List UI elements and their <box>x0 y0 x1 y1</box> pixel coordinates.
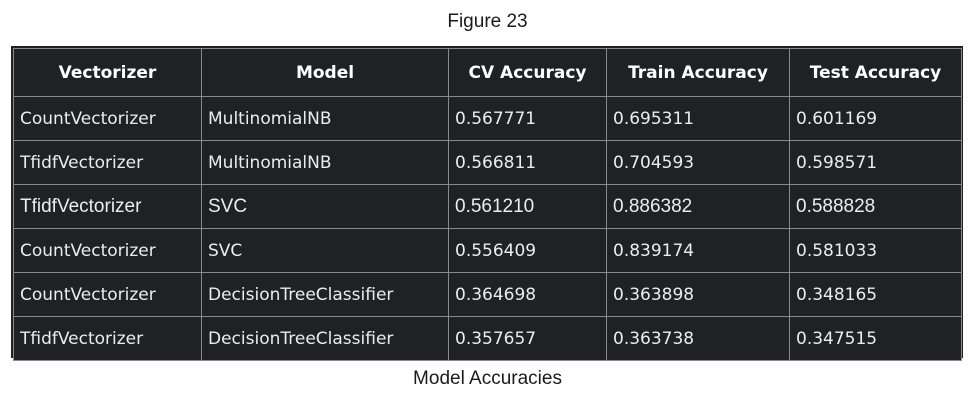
cell-cv-accuracy: 0.561210 <box>448 184 607 229</box>
cell-test-accuracy: 0.598571 <box>789 140 962 185</box>
cell-train-accuracy: 0.886382 <box>606 184 790 229</box>
cell-test-accuracy: 0.601169 <box>789 96 962 141</box>
cell-train-accuracy: 0.363898 <box>606 272 790 317</box>
cell-test-accuracy: 0.347515 <box>789 316 962 361</box>
cell-model: DecisionTreeClassifier <box>201 272 449 317</box>
table-row: TfidfVectorizer DecisionTreeClassifier 0… <box>13 316 962 361</box>
column-header-test-accuracy: Test Accuracy <box>789 48 962 97</box>
cell-model: MultinomialNB <box>201 96 449 141</box>
cell-vectorizer: CountVectorizer <box>13 96 202 141</box>
cell-vectorizer: CountVectorizer <box>13 272 202 317</box>
accuracy-table-frame: Vectorizer Model CV Accuracy Train Accur… <box>11 46 963 361</box>
column-header-vectorizer: Vectorizer <box>13 48 202 97</box>
cell-vectorizer: TfidfVectorizer <box>13 140 202 185</box>
cell-cv-accuracy: 0.364698 <box>448 272 607 317</box>
column-header-train-accuracy: Train Accuracy <box>606 48 790 97</box>
table-header-row: Vectorizer Model CV Accuracy Train Accur… <box>13 48 962 97</box>
cell-cv-accuracy: 0.556409 <box>448 228 607 273</box>
cell-model: SVC <box>201 184 449 229</box>
cell-train-accuracy: 0.695311 <box>606 96 790 141</box>
table-row: TfidfVectorizer SVC 0.561210 0.886382 0.… <box>13 184 962 229</box>
table-row: CountVectorizer SVC 0.556409 0.839174 0.… <box>13 228 962 273</box>
accuracy-table: Vectorizer Model CV Accuracy Train Accur… <box>13 48 962 361</box>
cell-vectorizer: CountVectorizer <box>13 228 202 273</box>
cell-train-accuracy: 0.704593 <box>606 140 790 185</box>
cell-test-accuracy: 0.348165 <box>789 272 962 317</box>
column-header-cv-accuracy: CV Accuracy <box>448 48 607 97</box>
cell-train-accuracy: 0.363738 <box>606 316 790 361</box>
cell-cv-accuracy: 0.357657 <box>448 316 607 361</box>
cell-test-accuracy: 0.588828 <box>789 184 962 229</box>
cell-train-accuracy: 0.839174 <box>606 228 790 273</box>
cell-vectorizer: TfidfVectorizer <box>13 184 202 229</box>
table-row: TfidfVectorizer MultinomialNB 0.566811 0… <box>13 140 962 185</box>
cell-cv-accuracy: 0.566811 <box>448 140 607 185</box>
cell-model: MultinomialNB <box>201 140 449 185</box>
table-row: CountVectorizer MultinomialNB 0.567771 0… <box>13 96 962 141</box>
cell-model: DecisionTreeClassifier <box>201 316 449 361</box>
table-row: CountVectorizer DecisionTreeClassifier 0… <box>13 272 962 317</box>
column-header-model: Model <box>201 48 449 97</box>
cell-vectorizer: TfidfVectorizer <box>13 316 202 361</box>
cell-model: SVC <box>201 228 449 273</box>
figure-title: Figure 23 <box>447 11 528 32</box>
cell-test-accuracy: 0.581033 <box>789 228 962 273</box>
figure-caption: Model Accuracies <box>413 368 562 389</box>
cell-cv-accuracy: 0.567771 <box>448 96 607 141</box>
